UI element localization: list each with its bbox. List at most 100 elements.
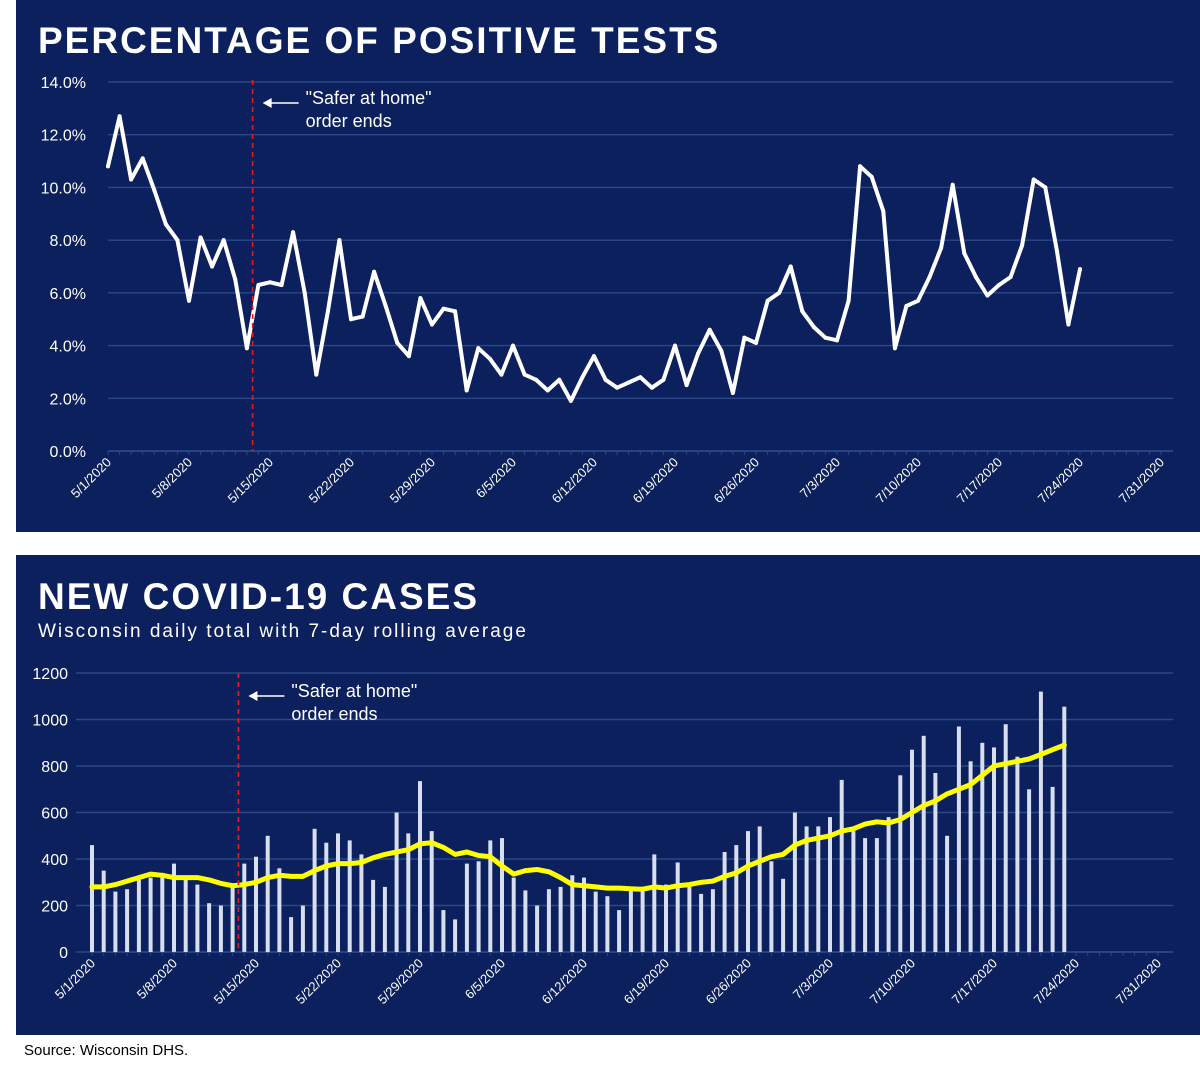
daily-cases-bar-47 bbox=[640, 886, 645, 952]
daily-cases-bar-5 bbox=[148, 877, 153, 952]
positive-rate-point-69 bbox=[904, 304, 909, 308]
daily-cases-bar-58 bbox=[769, 861, 774, 952]
positive-rate-point-13 bbox=[256, 283, 261, 287]
positive-rate-point-45 bbox=[626, 380, 631, 385]
positive-rate-point-32 bbox=[476, 346, 481, 351]
positive-rate-point-7 bbox=[187, 298, 191, 303]
daily-cases-bar-83 bbox=[1062, 706, 1067, 952]
new-cases-subtitle: Wisconsin daily total with 7-day rolling… bbox=[38, 621, 528, 642]
positive-rate-point-38 bbox=[545, 388, 550, 393]
daily-cases-bar-42 bbox=[582, 877, 586, 952]
daily-cases-bar-64 bbox=[839, 779, 844, 952]
y-tick-label: 0.0% bbox=[50, 444, 86, 461]
daily-cases-bar-75 bbox=[968, 761, 973, 952]
daily-cases-bar-81 bbox=[1038, 691, 1043, 952]
x-tick-label: 5/22/2020 bbox=[306, 455, 358, 507]
positive-rate-point-44 bbox=[615, 385, 620, 390]
positive-rate-point-61 bbox=[811, 325, 816, 330]
x-tick-label: 6/5/2020 bbox=[462, 956, 508, 1002]
annotation-text-line1: "Safer at home" bbox=[291, 681, 417, 701]
daily-cases-bar-80 bbox=[1027, 789, 1032, 953]
positive-rate-point-55 bbox=[742, 335, 747, 340]
positive-rate-point-40 bbox=[568, 398, 573, 403]
positive-tests-panel: PERCENTAGE OF POSITIVE TESTS 0.0% 2.0% 4.0… bbox=[16, 0, 1200, 532]
positive-rate-point-79 bbox=[1020, 243, 1025, 248]
positive-rate-point-34 bbox=[499, 372, 504, 377]
positive-rate-point-17 bbox=[302, 290, 307, 295]
daily-cases-bar-41 bbox=[570, 875, 575, 952]
x-tick-label: 7/17/2020 bbox=[949, 956, 1001, 1008]
x-tick-label: 6/19/2020 bbox=[621, 956, 673, 1008]
daily-cases-bar-35 bbox=[500, 838, 504, 952]
positive-rate-point-64 bbox=[846, 298, 851, 303]
x-tick-label: 5/29/2020 bbox=[375, 956, 427, 1008]
daily-cases-bar-38 bbox=[535, 905, 540, 952]
positive-rate-point-24 bbox=[383, 304, 388, 308]
positive-rate-point-6 bbox=[175, 238, 180, 243]
positive-rate-line bbox=[106, 114, 1082, 403]
daily-cases-bar-3 bbox=[125, 889, 130, 952]
positive-rate-point-73 bbox=[950, 182, 955, 187]
positive-rate-point-50 bbox=[684, 383, 689, 388]
daily-cases-bar-9 bbox=[195, 884, 200, 952]
daily-cases-bar-10 bbox=[207, 903, 212, 952]
positive-rate-point-68 bbox=[892, 346, 897, 351]
source-note: Source: Wisconsin DHS. bbox=[24, 1042, 189, 1059]
positive-rate-point-46 bbox=[638, 375, 643, 380]
y-tick-label: 200 bbox=[41, 899, 68, 916]
daily-cases-bar-19 bbox=[312, 828, 317, 952]
daily-cases-bar-63 bbox=[828, 817, 832, 952]
daily-cases-bar-44 bbox=[605, 896, 610, 952]
y-tick-label: 8.0% bbox=[50, 233, 86, 250]
positive-rate-point-0 bbox=[106, 164, 110, 169]
new-cases-chart: 0 200 400 600 800 1000 1200 5/1/2020 5/8/2020 5/1… bbox=[32, 666, 1173, 1008]
daily-cases-bar-4 bbox=[136, 879, 141, 952]
x-tick-label: 7/31/2020 bbox=[1113, 956, 1165, 1008]
positive-rate-point-60 bbox=[800, 309, 805, 314]
positive-rate-point-57 bbox=[765, 298, 770, 303]
x-tick-label: 6/5/2020 bbox=[473, 455, 519, 501]
daily-cases-bar-37 bbox=[523, 890, 528, 952]
y-tick-label: 400 bbox=[41, 852, 68, 869]
x-tick-label: 5/15/2020 bbox=[225, 455, 277, 507]
daily-cases-bar-69 bbox=[898, 775, 903, 952]
annotation-arrow-head bbox=[262, 98, 272, 108]
x-tick-label: 5/29/2020 bbox=[387, 455, 439, 507]
daily-cases-bar-79 bbox=[1015, 756, 1020, 952]
daily-cases-bar-43 bbox=[593, 891, 598, 953]
daily-cases-bar-78 bbox=[1003, 724, 1008, 952]
daily-cases-bar-16 bbox=[277, 868, 282, 952]
positive-rate-point-51 bbox=[696, 351, 701, 356]
daily-cases-bar-59 bbox=[781, 878, 786, 952]
x-tick-label: 5/8/2020 bbox=[149, 455, 195, 501]
daily-cases-bar-51 bbox=[687, 886, 692, 952]
daily-cases-bar-30 bbox=[441, 910, 446, 952]
positive-rate-point-11 bbox=[233, 277, 238, 282]
daily-cases-bar-72 bbox=[933, 773, 938, 952]
positive-rate-point-47 bbox=[649, 385, 654, 390]
x-tick-label: 6/26/2020 bbox=[711, 455, 763, 507]
positive-rate-point-48 bbox=[661, 377, 666, 382]
positive-rate-point-62 bbox=[823, 335, 828, 340]
positive-rate-point-33 bbox=[487, 356, 492, 361]
daily-cases-bar-11 bbox=[218, 905, 223, 952]
positive-rate-point-83 bbox=[1066, 322, 1071, 327]
positive-rate-point-4 bbox=[152, 188, 157, 193]
daily-cases-bar-25 bbox=[382, 886, 387, 952]
daily-cases-bar-12 bbox=[230, 886, 235, 952]
y-tick-label: 800 bbox=[41, 759, 68, 776]
daily-cases-bar-15 bbox=[265, 835, 270, 953]
daily-cases-bar-1 bbox=[101, 870, 106, 952]
x-tick-label: 5/8/2020 bbox=[134, 956, 180, 1002]
y-tick-label: 1000 bbox=[32, 713, 68, 730]
positive-rate-point-18 bbox=[314, 372, 319, 377]
positive-rate-point-30 bbox=[453, 309, 458, 314]
daily-cases-bar-53 bbox=[710, 889, 715, 952]
positive-rate-point-10 bbox=[221, 238, 226, 243]
x-tick-label: 7/31/2020 bbox=[1116, 455, 1168, 507]
daily-cases-bar-61 bbox=[804, 826, 809, 952]
positive-rate-point-3 bbox=[140, 156, 145, 161]
positive-rate-point-70 bbox=[916, 298, 920, 303]
positive-rate-point-74 bbox=[962, 251, 967, 256]
daily-cases-bar-67 bbox=[874, 838, 879, 952]
